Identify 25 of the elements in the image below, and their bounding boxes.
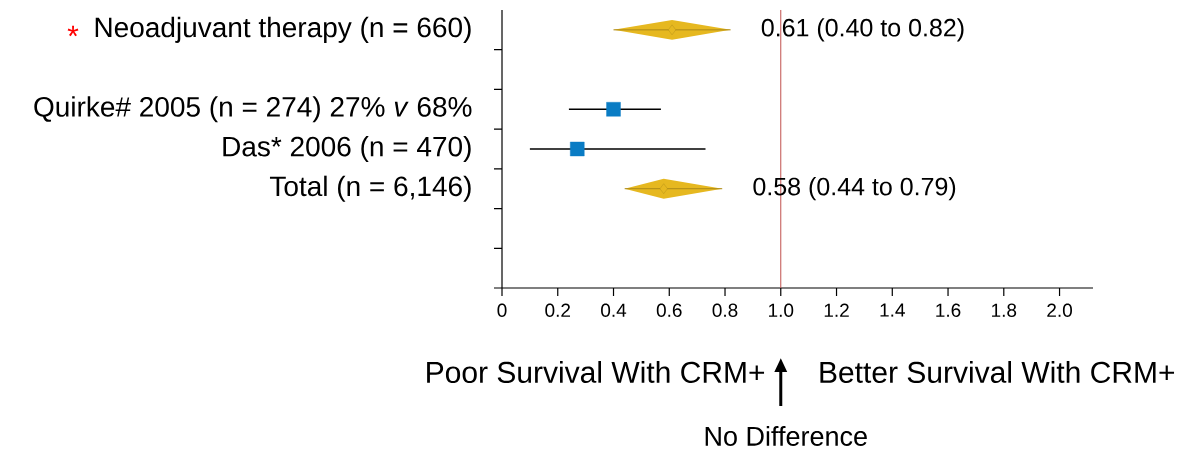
x-tick-label: 1.0 xyxy=(769,303,794,317)
text: Poor Survival With CRM+ xyxy=(427,360,765,384)
x-tick-label: 1.6 xyxy=(936,303,961,317)
x-tick-label: 0.6 xyxy=(656,303,682,317)
x-tick-label: 1.8 xyxy=(992,303,1017,317)
data-label: 0.61 (0.40 to 0.82) xyxy=(761,18,964,42)
y-tick-label: Neoadjuvant therapy (n = 660) xyxy=(95,16,471,43)
text: Better Survival With CRM+ xyxy=(820,360,1175,384)
x-tick-label: 0.8 xyxy=(712,303,738,317)
x-tick-label: 0 xyxy=(497,303,507,317)
x-tick-label: 0.2 xyxy=(545,303,571,317)
y-tick-label: Quirke# 2005 (n = 274) 27% v 68% xyxy=(34,96,472,123)
point xyxy=(668,24,677,36)
text: No Difference xyxy=(705,426,867,446)
y-tick-label: Das* 2006 (n = 470) xyxy=(223,135,471,163)
x-tick-label: 2.0 xyxy=(1047,303,1072,317)
x-tick-label: 1.4 xyxy=(880,303,905,317)
x-tick-label: 1.2 xyxy=(824,303,849,317)
text: * xyxy=(67,25,79,37)
point xyxy=(570,141,585,157)
x-tick-label: 0.4 xyxy=(601,303,627,317)
point xyxy=(606,102,621,117)
y-tick-label: Total (n = 6,146) xyxy=(269,175,471,202)
point xyxy=(659,183,668,194)
data-label: 0.58 (0.44 to 0.79) xyxy=(753,177,956,201)
